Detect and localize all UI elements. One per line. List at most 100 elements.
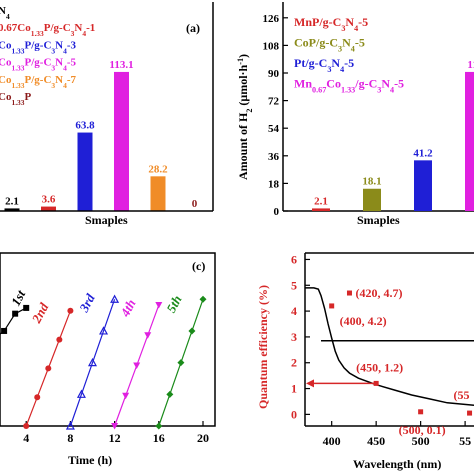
panel-b-bar-label: 18.1 [362,176,381,188]
panel-c-marker [199,295,207,303]
panel-a-label: (a) [186,21,200,35]
panel-a-bars [4,71,166,211]
panel-d-arrow [306,379,377,388]
panel-b-bar [465,71,474,211]
panel-a-bar-labels: 2.1 3.6 63.8 113.1 28.2 0 [5,59,198,210]
panel-c-series-name: 3rd [76,291,98,315]
panel-a: (a) N40.67Co1.33P/g-C3N4-1 Co1.33P/g-C3N4… [0,2,214,227]
panel-d-absorption-curve [305,287,474,407]
panel-d-point [329,303,335,309]
panel-b-bar [414,160,432,211]
panel-c-marker [34,394,41,401]
panel-c-marker [1,327,8,334]
panel-b-y-tick-label: 36 [268,151,280,163]
panel-a-bar-label: 113.1 [109,59,133,71]
panel-b-y-tick-label: 72 [268,96,280,108]
panel-d-point [467,410,473,416]
panel-b-y-ticks: 0 18 36 54 72 90 108 126 [263,13,288,218]
panel-d-points [329,290,473,416]
panel-d-y-tick-label: 4 [291,304,297,318]
panel-a-legend-item: Co1.33P [0,91,32,107]
panel-b-bar-label: 41.2 [413,147,433,159]
panel-c-marker [12,310,19,317]
panel-b-legend-item: CoP/g-C3N4-5 [294,36,365,54]
panel-d-y-label: Quantum efficiency (%) [256,285,270,409]
panel-d-y-ticks: 0 1 2 3 4 5 6 [291,252,310,421]
panel-a-legend-item: Co1.33P/g-C3N4-7 [0,74,77,90]
panel-a-bar-label: 63.8 [75,120,95,132]
panel-c-series-name: 4th [117,297,139,320]
panel-b-bar-label: 11. [467,59,474,71]
panel-c-series [0,294,207,430]
panel-c-marker [133,362,141,370]
panel-c-x-tick-label: 8 [67,431,73,445]
panel-b-y-tick-label: 54 [268,123,280,135]
panel-c-frame [0,252,216,427]
panel-d-y-tick-label: 0 [291,407,297,421]
panel-d-x-ticks: 400 450 500 55 [323,421,471,448]
panel-c-marker [23,304,30,311]
panel-c-marker [87,357,98,367]
panel-c-x-label: Time (h) [68,453,112,467]
panel-b-legend: MnP/g-C3N4-5 CoP/g-C3N4-5 Pt/g-C3N4-5 Mn0.6… [294,15,404,94]
panel-c-marker [99,326,109,335]
panel-a-bar-label: 2.1 [5,195,19,207]
panel-c-marker [56,336,63,343]
panel-c-marker [155,302,163,309]
panel-a-bar [114,71,129,211]
panel-b-legend-item: Pt/g-C3N4-5 [294,56,354,74]
panel-d-x-label: Wavelength (nm) [353,457,441,471]
panel-d-point-label: (400, 4.2) [340,314,387,328]
panel-c-marker [177,359,185,367]
panel-d: Quantum efficiency (%) 0 1 2 3 4 5 6 400 450 500… [256,252,474,471]
panel-c-x-tick-label: 12 [109,431,121,445]
panel-b-legend-item: Mn0.67Co1.33/g-C3N4-5 [294,77,404,95]
panel-b-y-tick-label: 126 [263,13,280,25]
panel-a-legend-item: Co1.33P/g-C3N4-5 [0,57,77,73]
panel-a-legend-item: N4 [0,5,10,21]
panel-d-point [373,380,379,386]
panel-c-series-name: 5th [163,293,184,315]
panel-b-y-tick-label: 108 [263,40,280,52]
panel-a-bar [77,132,93,211]
panel-d-y-tick-label: 6 [291,252,297,266]
panel-c-x-tick-label: 20 [197,431,209,445]
panel-d-x-tick-label: 450 [367,434,385,448]
panel-a-bar [150,176,166,211]
panel-d-x-tick-label: 500 [412,434,430,448]
panel-c-series-name: 2nd [28,300,51,326]
panel-c-marker [166,390,174,398]
panel-c-marker [122,392,130,400]
panel-c-x-tick-label: 16 [153,431,165,445]
panel-d-point-label: (420, 4.7) [355,286,402,300]
panel-d-y-tick-label: 5 [291,278,297,292]
panel-d-x-tick-label: 55 [459,434,471,448]
panel-a-x-label: Smaples [85,213,128,227]
panel-b-y-tick-label: 90 [268,68,280,80]
panel-c-marker [76,389,86,398]
panel-d-x-tick-label: 400 [323,434,341,448]
panel-b-bar-label: 2.1 [314,195,328,207]
panel-c-label: (c) [192,259,205,273]
panel-d-arrow-head [306,379,314,388]
panel-d-point-labels: (420, 4.7) (400, 4.2) (450, 1.2) (500, 0.1)… [340,286,470,437]
panel-c-marker [110,294,120,303]
panel-c-marker [23,423,30,429]
panel-b: Amount of H2 (μmol·h-1) 0 18 36 54 72 90 108 12… [236,2,474,227]
panel-a-bar-label: 0 [192,198,198,210]
panel-a-bar [41,206,56,211]
panel-c-marker [67,307,74,314]
panel-d-point-label: (55 [454,388,470,402]
panel-a-bar-label: 3.6 [42,194,56,206]
panel-a-legend-item: 0.67Co1.33P/g-C3N4-1 [0,22,95,38]
panel-b-legend-item: MnP/g-C3N4-5 [294,15,368,33]
panel-b-y-label-text: Amount of H2 (μmol·h-1) [236,54,254,180]
panel-b-bars [312,71,474,211]
panel-d-point [346,290,352,296]
panel-c-marker [188,327,196,335]
panel-d-point-label: (500, 0.1) [399,423,446,437]
panel-d-y-tick-label: 1 [291,382,297,396]
panel-d-point-label: (450, 1.2) [356,360,403,374]
